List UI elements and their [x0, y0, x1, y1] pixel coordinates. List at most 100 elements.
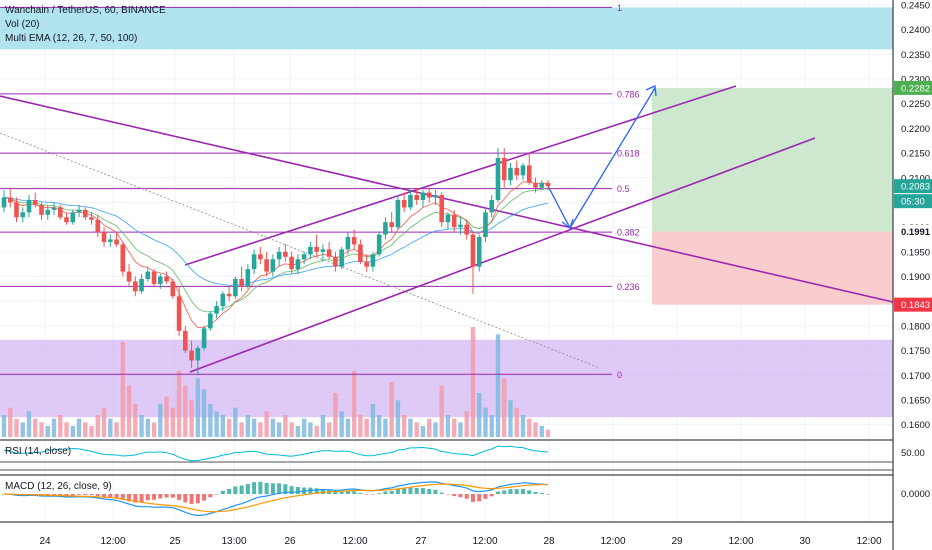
macd-histogram-bar	[195, 494, 200, 504]
macd-histogram-bar	[345, 491, 350, 494]
trendlines[interactable]	[0, 85, 894, 373]
macd-histogram-bar	[64, 494, 69, 497]
candle-body	[389, 222, 394, 228]
macd-histogram-bar	[114, 494, 119, 498]
volume-indicator-label[interactable]: Vol (20)	[5, 19, 40, 30]
rsi-line	[3, 445, 549, 462]
macd-histogram-bar	[352, 491, 357, 494]
macd-legend: MACD (12, 26, close, 9)	[5, 481, 112, 492]
volume-bar	[477, 393, 482, 437]
price-tag-target	[894, 80, 932, 95]
time-tick-label: 12:00	[342, 536, 367, 547]
candle-body	[508, 167, 513, 181]
volume-bar	[433, 422, 438, 437]
candle-body	[51, 207, 57, 210]
rsi-legend: RSI (14, close)	[5, 446, 71, 457]
candle-body	[107, 239, 113, 242]
volume-bar	[76, 418, 82, 437]
candle-body	[314, 246, 319, 252]
candle-body	[76, 209, 82, 213]
macd-histogram-bar	[402, 488, 407, 494]
ema-indicator-label[interactable]: Multi EMA (12, 26, 7, 50, 100)	[5, 33, 138, 44]
target-zone[interactable]	[652, 87, 893, 232]
time-tick-label: 28	[543, 536, 555, 547]
macd-histogram-bar	[333, 491, 338, 494]
candle-body	[139, 278, 144, 292]
candle-body	[458, 224, 463, 228]
candle-body	[64, 217, 69, 223]
price-tick-label: 0.2150	[901, 149, 930, 160]
volume-bar	[364, 418, 369, 437]
macd-histogram-bar	[120, 494, 125, 500]
candle-body	[439, 195, 445, 223]
time-tick-label: 12:00	[728, 536, 753, 547]
candle-body	[239, 278, 244, 287]
volume-bar	[189, 400, 194, 437]
channel-upper-line[interactable]	[184, 85, 737, 266]
macd-histogram-bar	[177, 494, 182, 501]
macd-histogram-bar	[145, 494, 150, 501]
volume-bar	[489, 415, 494, 437]
time-tick-label: 30	[799, 536, 811, 547]
volume-bar	[39, 422, 44, 437]
price-tag-label: 0.1991	[901, 227, 931, 238]
ema-line-26	[3, 197, 549, 286]
candle-body	[57, 207, 63, 218]
volume-bar	[414, 422, 419, 437]
macd-signal-line	[3, 483, 548, 513]
candle-body	[426, 192, 432, 198]
candle-body	[420, 192, 426, 200]
candle-body	[39, 204, 44, 215]
time-tick-label: 12:00	[100, 536, 125, 547]
candle-body	[7, 197, 13, 203]
macd-indicator-label[interactable]: MACD (12, 26, close, 9)	[5, 481, 112, 492]
price-tick-label: 0.1750	[901, 346, 930, 357]
channel-lower-line[interactable]	[189, 137, 816, 373]
candle-body	[408, 195, 413, 208]
volume-bar	[226, 418, 232, 437]
volume-bar	[83, 422, 88, 437]
price-tick-label: 0.2250	[901, 99, 930, 110]
price-tag-label: 05:30	[901, 197, 925, 208]
ema-line-7	[3, 181, 549, 329]
macd-histogram-bar	[502, 490, 507, 494]
rsi-indicator-label[interactable]: RSI (14, close)	[5, 446, 72, 457]
price-tag-entry	[894, 224, 932, 239]
volume-bar	[301, 418, 307, 437]
macd-histogram-bar	[133, 494, 138, 503]
volume-bar	[502, 378, 507, 437]
volume-bar	[389, 382, 394, 437]
candle-body	[176, 296, 182, 331]
price-tick-label: 0.1800	[901, 321, 930, 332]
candle-body	[451, 214, 457, 228]
volume-bar	[101, 407, 107, 437]
candle-body	[520, 165, 526, 176]
dotted-diagonal	[0, 132, 601, 369]
volume-bar	[151, 422, 157, 437]
macd-histogram-bar	[514, 489, 519, 494]
fib-level-label: 0.382	[617, 228, 640, 238]
indicator-panes	[0, 439, 893, 523]
volume-bar	[426, 418, 432, 437]
candle-body	[495, 158, 501, 200]
volume-bar	[358, 415, 363, 437]
price-tag-current	[894, 179, 932, 194]
volume-bar	[326, 422, 332, 437]
candle-body	[226, 293, 232, 297]
candle-body	[301, 254, 307, 260]
time-tick-label: 25	[169, 536, 181, 547]
symbol-title[interactable]: Wanchain / TetherUS, 60, BINANCE	[5, 5, 166, 16]
macd-histogram-bar	[95, 494, 100, 496]
candle-body	[476, 237, 482, 267]
descending-trendline[interactable]	[0, 95, 894, 303]
volume-bars	[1, 327, 551, 437]
volume-bar	[370, 404, 376, 437]
volume-bar	[126, 385, 132, 437]
candle-body	[195, 348, 201, 361]
volume-bar	[258, 422, 263, 437]
price-tick-label: 0.2450	[901, 0, 930, 11]
macd-histogram-bar	[245, 483, 250, 494]
macd-histogram-bar	[264, 482, 269, 494]
fib-level-label: 0.5	[617, 184, 630, 194]
